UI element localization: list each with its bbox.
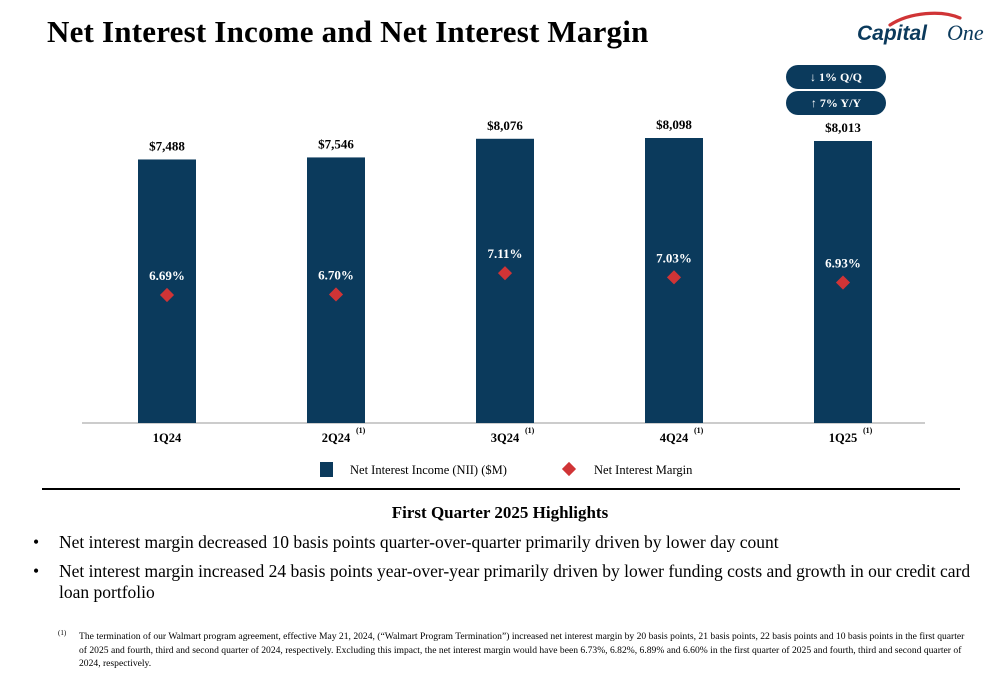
footnote: (1) The termination of our Walmart progr…: [58, 629, 973, 671]
qoq-change-badge: ↓ 1% Q/Q: [786, 65, 886, 89]
highlights-title: First Quarter 2025 Highlights: [391, 503, 609, 522]
x-tick-label: 3Q24: [491, 431, 520, 445]
bullet-marker: •: [33, 561, 40, 581]
nii-bar-label: $8,013: [825, 120, 861, 135]
nim-marker: [835, 275, 851, 290]
x-tick-footnote-mark: (1): [694, 426, 704, 435]
nim-marker: [666, 270, 682, 285]
nii-bar-label: $8,098: [656, 117, 692, 132]
nim-marker: [159, 287, 175, 303]
x-tick-label: 4Q24: [660, 431, 689, 445]
nim-label: 6.70%: [318, 267, 354, 282]
nii-bar: [476, 138, 534, 423]
highlight-item: • Net interest margin increased 24 basis…: [33, 561, 978, 603]
x-tick-footnote-mark: (1): [525, 426, 535, 435]
highlights-list: • Net interest margin decreased 10 basis…: [33, 532, 978, 611]
nii-nim-chart: $7,488 $7,546 $8,076 $8,098 $8,013 6.69% 6.70…: [82, 117, 925, 477]
logo-text-capital: Capital: [857, 22, 928, 45]
legend-swatch-nim: [561, 461, 577, 477]
section-divider: [42, 488, 960, 490]
x-tick-footnote-mark: (1): [356, 426, 366, 435]
logo-swoosh: [888, 11, 962, 27]
nii-bar-label: $7,488: [149, 138, 185, 153]
logo-text-one: One: [947, 20, 984, 45]
nii-bar-label: $7,546: [318, 136, 354, 151]
legend-label-nii: Net Interest Income (NII) ($M): [350, 463, 507, 477]
nim-label: 7.03%: [656, 250, 692, 265]
capital-one-logo: Capital One: [857, 11, 984, 45]
legend-swatch-nii: [320, 462, 333, 477]
chart-legend: Net Interest Income (NII) ($M) Net Inter…: [320, 461, 693, 477]
nim-marker: [497, 266, 513, 281]
footnote-mark: (1): [58, 629, 67, 637]
yoy-change-badge: ↑ 7% Y/Y: [786, 91, 886, 115]
nii-bar-label: $8,076: [487, 118, 523, 133]
nim-label: 6.69%: [149, 268, 185, 283]
nim-label: 7.11%: [487, 246, 522, 261]
legend-label-nim: Net Interest Margin: [594, 463, 693, 477]
highlight-text: Net interest margin increased 24 basis p…: [59, 561, 971, 602]
highlight-item: • Net interest margin decreased 10 basis…: [33, 532, 978, 553]
x-tick-footnote-mark: (1): [863, 426, 873, 435]
highlight-text: Net interest margin decreased 10 basis p…: [59, 532, 779, 552]
x-tick-label: 2Q24: [322, 431, 351, 445]
x-tick-label: 1Q25: [829, 431, 857, 445]
page-title: Net Interest Income and Net Interest Mar…: [47, 14, 649, 49]
footnote-text: The termination of our Walmart program a…: [79, 631, 965, 669]
x-tick-label: 1Q24: [153, 431, 182, 445]
nim-marker: [328, 287, 344, 302]
nim-label: 6.93%: [825, 256, 861, 271]
bullet-marker: •: [33, 532, 40, 552]
